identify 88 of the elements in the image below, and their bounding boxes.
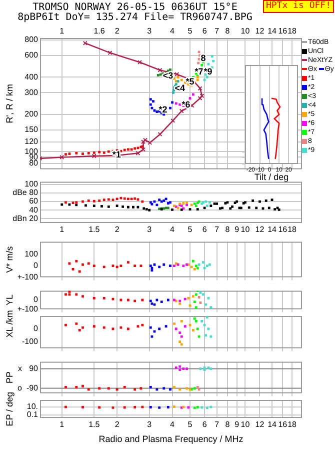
x-tick-label: 14: [268, 26, 278, 36]
x-tick-label: 10: [240, 26, 250, 36]
x-tick-label: 10: [240, 225, 250, 234]
annotation: 8: [200, 53, 206, 64]
x-tick-label: 7: [214, 420, 220, 430]
x-tick-label: 1: [60, 225, 65, 234]
x-tick-label: 1.5: [88, 420, 100, 430]
x-tick-label: 14: [268, 420, 278, 430]
text: x: [18, 364, 22, 373]
y-tick-label: +-100: [17, 272, 39, 282]
y-tick-label: -90: [26, 384, 39, 393]
x-tick-label: 8: [225, 420, 230, 430]
y-tick-label: 300: [24, 88, 39, 97]
x-tick-label: 3: [147, 26, 152, 36]
y-axis-title: XL: [4, 326, 14, 338]
chart-subtitle: 8pBP6It DoY= 135.274 File= TR960747.BPG: [16, 12, 254, 23]
x-tick-label: 10: [240, 420, 250, 430]
x-tick-label: 2: [114, 225, 120, 234]
annotation: *2: [158, 104, 168, 115]
y-tick-label: 0: [34, 324, 39, 334]
x-tick-label: 4: [170, 420, 176, 430]
x-tick-label: 16: [278, 225, 288, 234]
text: HPTx is OFF!: [262, 0, 334, 13]
x-tick-label: 18: [288, 26, 298, 36]
y-tick-label: 600: [24, 50, 39, 60]
text: o: [18, 384, 23, 393]
x-tick-label: 7: [214, 26, 220, 36]
y-tick-label: 40: [29, 205, 39, 214]
y-tick-label: 0: [34, 260, 39, 270]
y-tick-label: 100: [24, 180, 39, 189]
y-tick-label: 80: [29, 158, 39, 168]
y-tick-label: 0.1: [26, 410, 39, 420]
y-tick-label: 90: [29, 364, 39, 373]
annotation: *6: [182, 100, 190, 110]
y-axis-title: YL: [4, 294, 14, 306]
x-tick-label: 18: [288, 225, 298, 234]
y-axis-title: V* m/s: [4, 246, 14, 273]
y-tick-label: +-100: [17, 304, 39, 314]
y-tick-label: dBe 80: [12, 188, 39, 198]
x-tick-label: 5: [188, 26, 193, 36]
x-tick-label: 2: [114, 420, 120, 430]
x-tick-label: 5: [188, 225, 193, 234]
annotation: <3: [162, 70, 174, 80]
x-tick-label: 1: [60, 26, 65, 36]
chart-title: TROMSO NORWAY 26-05-15 0636UT 15°E: [32, 2, 238, 13]
x-tick-label: 1: [60, 420, 65, 430]
y-tick-label: 120: [24, 136, 39, 146]
y-tick-label: 800: [24, 35, 39, 44]
y-tick-label: 100: [24, 250, 39, 259]
x-tick-label: 8: [225, 225, 230, 234]
x-tick-label: 6: [202, 225, 208, 234]
x-axis-title: Tilt / deg: [254, 172, 289, 182]
y-tick-label: 400: [24, 72, 39, 82]
x-tick-label: 1.6: [94, 26, 106, 36]
text: /km: [4, 310, 14, 325]
x-tick-label: 3: [147, 225, 152, 234]
x-tick-label: 12: [255, 225, 265, 234]
x-tick-label: 6: [202, 26, 208, 36]
annotation: *9: [204, 66, 212, 77]
x-axis-title: Radio and Plasma Frequency / MHz: [98, 434, 244, 444]
y-tick-label: 150: [24, 125, 39, 134]
y-tick-label: dBn 20: [12, 214, 39, 223]
x-tick-label: 6: [202, 420, 208, 430]
y-tick-label: 0: [34, 295, 39, 304]
x-tick-label: 12: [255, 420, 265, 430]
y-tick-label: 200: [24, 110, 39, 119]
x-tick-label: 2: [114, 26, 120, 36]
x-tick-label: 3: [147, 420, 152, 430]
x-tick-label: 5: [188, 420, 193, 430]
x-tick-label: 12: [255, 26, 265, 36]
x-tick-label: 4: [170, 225, 176, 234]
x-tick-label: 4: [170, 26, 176, 36]
x-tick-label: 8: [225, 26, 230, 36]
x-tick-label: 14: [268, 225, 278, 234]
x-tick-label: 9: [234, 225, 240, 234]
x-tick-label: 18: [288, 420, 298, 430]
y-tick-label: -100: [22, 336, 39, 346]
x-tick-label: 1.5: [88, 225, 100, 234]
y-tick-label: 10.: [26, 402, 38, 412]
x-tick-label: 9: [234, 420, 240, 430]
y-tick-label: 60: [29, 196, 39, 206]
x-tick-label: 16: [278, 420, 288, 430]
y-axis-title: EP / deg: [4, 392, 14, 426]
x-tick-label: 16: [278, 26, 288, 36]
x-tick-label: 7: [214, 225, 220, 234]
y-axis-title: PP: [4, 371, 14, 384]
annotation: <4: [174, 82, 185, 93]
y-axis-title: R', R / km: [4, 84, 14, 124]
